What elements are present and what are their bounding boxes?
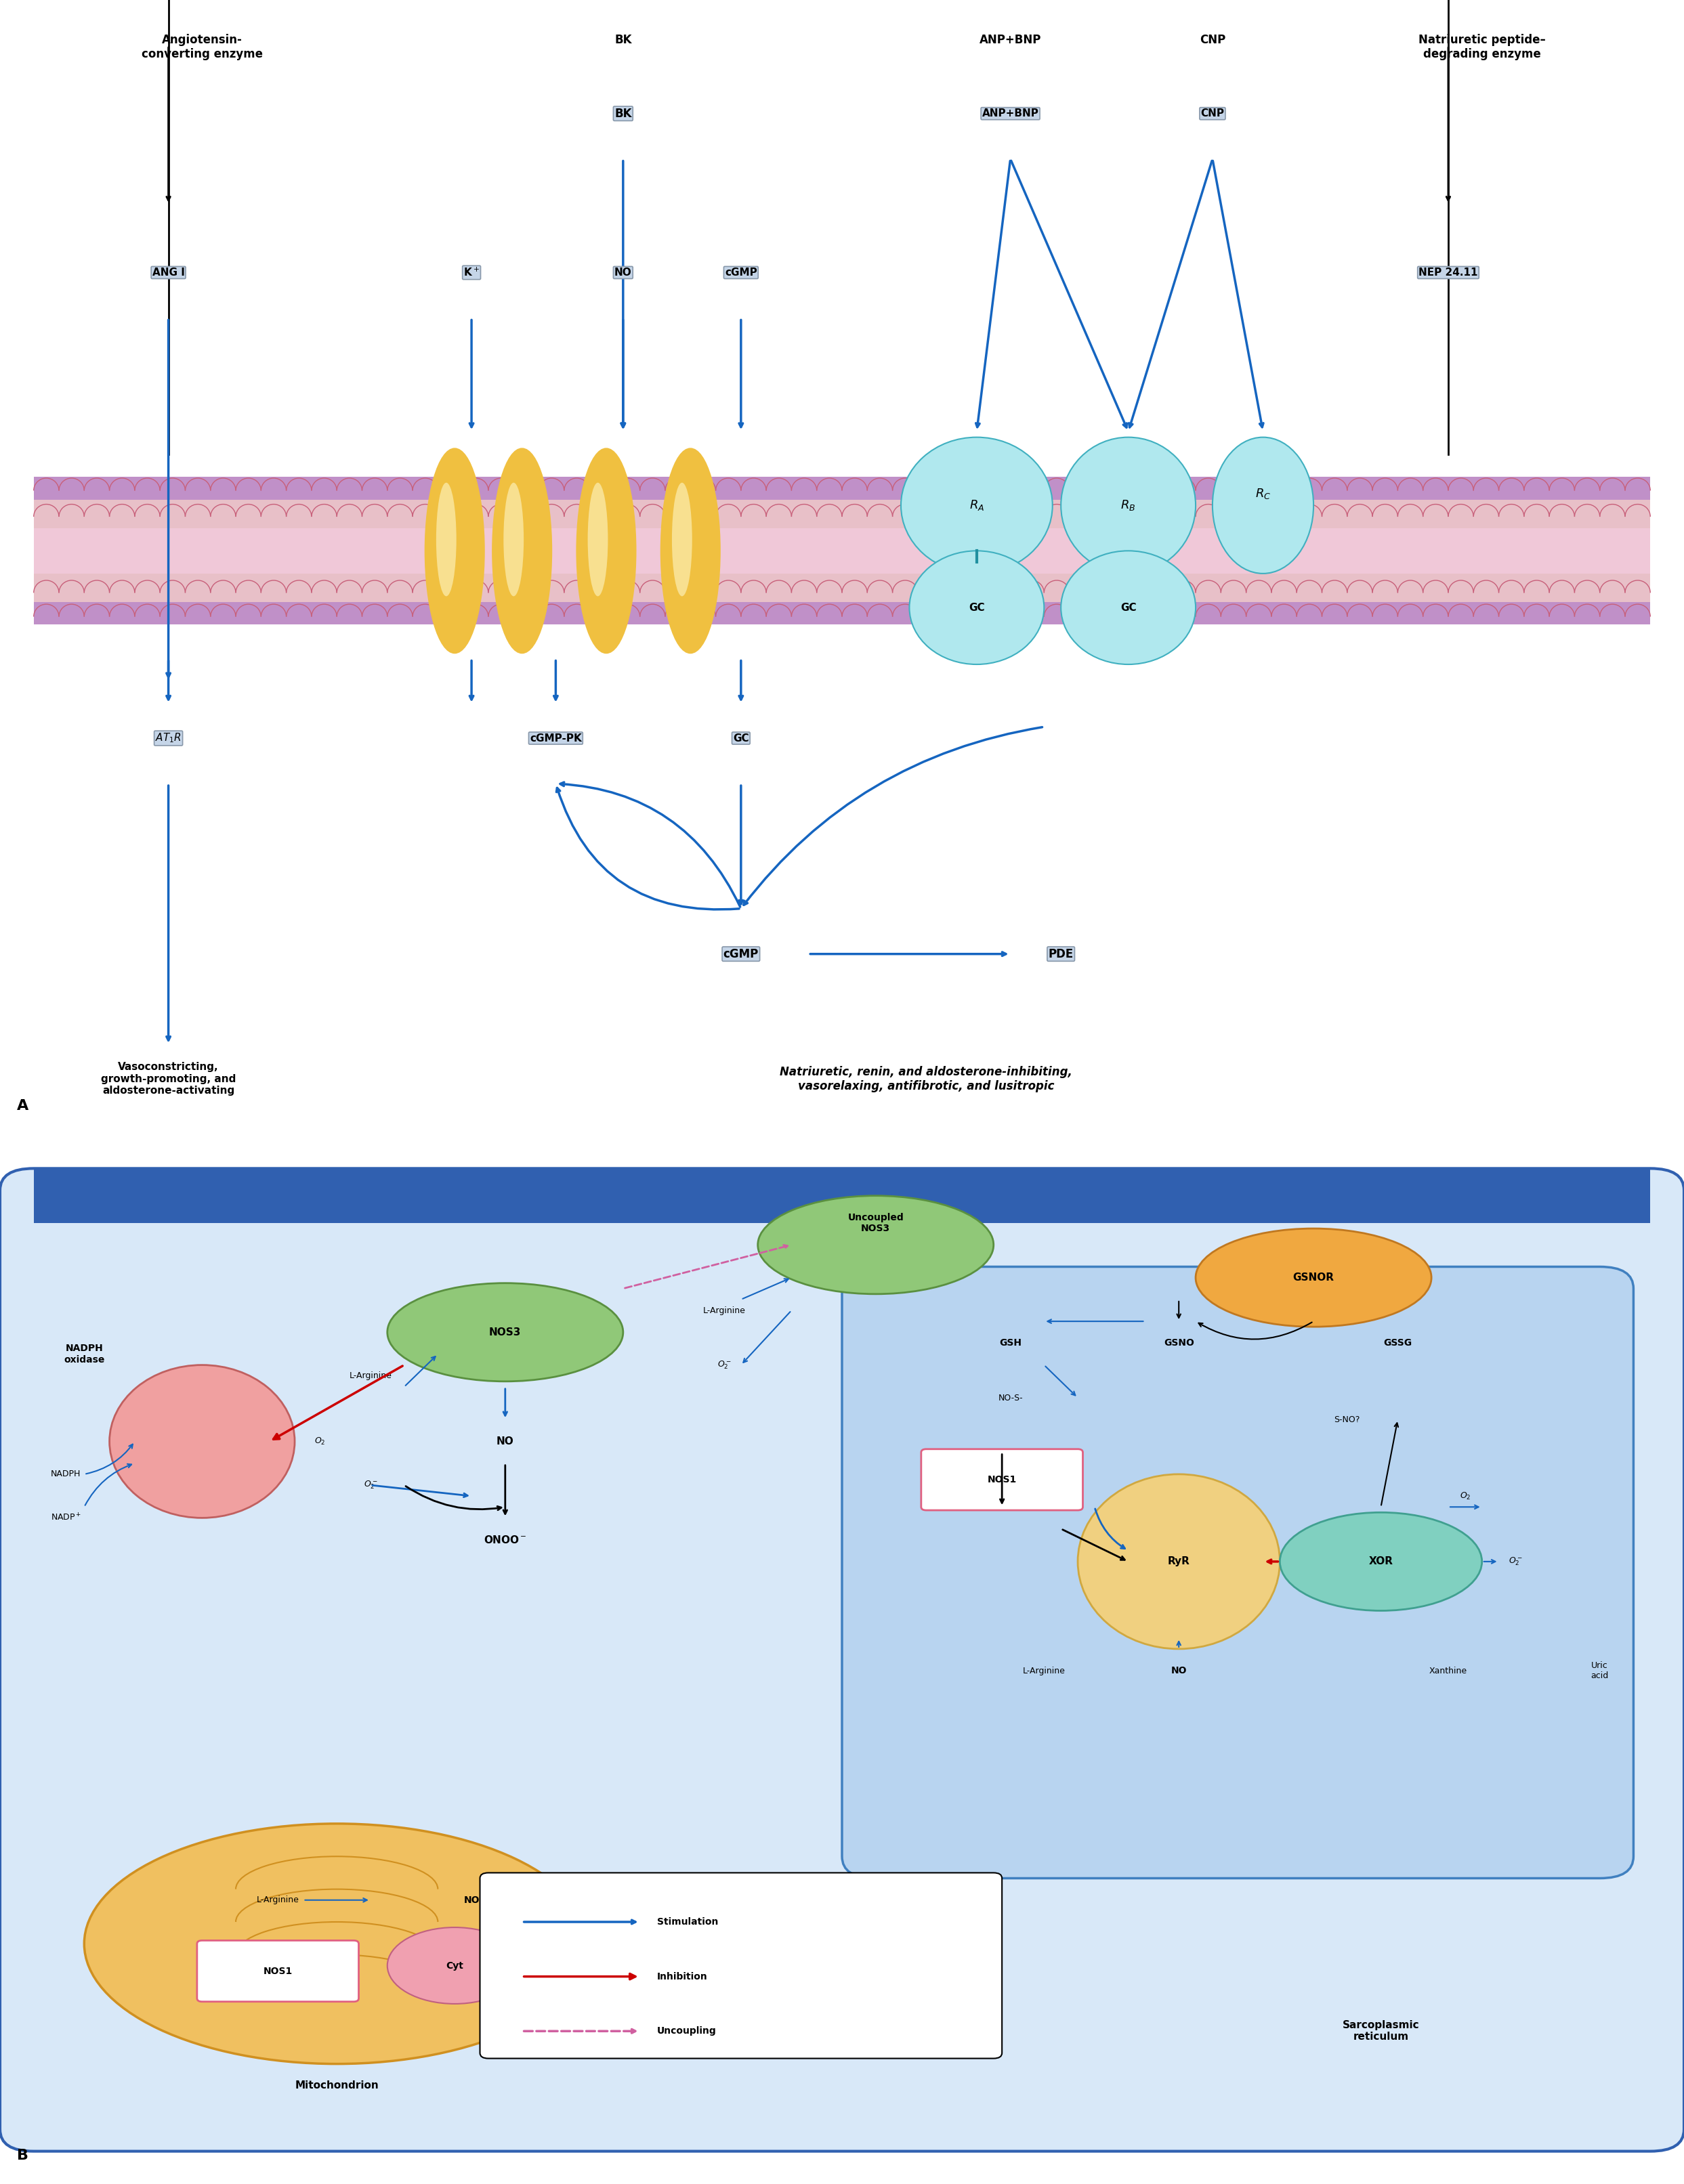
Text: PDE: PDE <box>1049 948 1073 961</box>
Text: cGMP: cGMP <box>724 266 758 277</box>
Text: NADP$^+$: NADP$^+$ <box>51 1514 81 1522</box>
FancyBboxPatch shape <box>34 476 1650 500</box>
Text: GC: GC <box>968 603 985 614</box>
Text: GC: GC <box>1120 603 1137 614</box>
Ellipse shape <box>424 448 485 653</box>
Ellipse shape <box>436 483 456 596</box>
Text: GC: GC <box>733 734 749 743</box>
Text: Natriuretic, renin, and aldosterone-inhibiting,
vasorelaxing, antifibrotic, and : Natriuretic, renin, and aldosterone-inhi… <box>780 1066 1073 1092</box>
Text: NO: NO <box>1170 1666 1187 1675</box>
Text: NEP 24.11: NEP 24.11 <box>1418 266 1479 277</box>
Text: cGMP: cGMP <box>722 948 759 961</box>
Text: CNP: CNP <box>1201 109 1224 118</box>
Text: Vasoconstricting,
growth-promoting, and
aldosterone-activating: Vasoconstricting, growth-promoting, and … <box>101 1061 236 1096</box>
Text: $O_2^-$: $O_2^-$ <box>364 1479 377 1492</box>
FancyBboxPatch shape <box>0 1168 1684 2151</box>
FancyBboxPatch shape <box>480 1872 1002 2057</box>
Text: NOS1: NOS1 <box>987 1474 1017 1485</box>
Text: NADPH
oxidase: NADPH oxidase <box>64 1343 104 1365</box>
Text: S-NO?: S-NO? <box>1334 1415 1361 1424</box>
Text: $O_2^-$: $O_2^-$ <box>717 1358 731 1372</box>
Ellipse shape <box>387 1926 522 2005</box>
Text: Uncoupled
NOS3: Uncoupled NOS3 <box>847 1212 904 1234</box>
Text: Xanthine: Xanthine <box>1430 1666 1467 1675</box>
Text: NO: NO <box>615 266 632 277</box>
Text: L-Arginine: L-Arginine <box>702 1306 746 1315</box>
Ellipse shape <box>588 483 608 596</box>
Text: GSSG: GSSG <box>1384 1339 1411 1348</box>
Text: Sarcoplasmic
reticulum: Sarcoplasmic reticulum <box>1342 2020 1420 2042</box>
Text: Inhibition: Inhibition <box>657 1972 707 1981</box>
Text: Mitochondrion: Mitochondrion <box>295 2081 379 2090</box>
Text: NADPH: NADPH <box>51 1470 81 1479</box>
Text: $O_2$: $O_2$ <box>584 1983 594 1992</box>
Ellipse shape <box>672 483 692 596</box>
Text: NO-S-: NO-S- <box>999 1393 1022 1402</box>
Ellipse shape <box>492 448 551 653</box>
Text: ANP+BNP: ANP+BNP <box>980 35 1041 46</box>
Text: RyR: RyR <box>1167 1557 1191 1566</box>
Text: NO: NO <box>463 1896 480 1904</box>
Text: Uric
acid: Uric acid <box>1591 1662 1608 1679</box>
Text: L-Arginine: L-Arginine <box>256 1896 300 1904</box>
Text: BK: BK <box>615 35 632 46</box>
Text: GSNOR: GSNOR <box>1293 1273 1334 1282</box>
Text: $O_2$: $O_2$ <box>542 1939 552 1948</box>
Text: $AT_1R$: $AT_1R$ <box>155 732 182 745</box>
Text: Natriuretic peptide–
degrading enzyme: Natriuretic peptide– degrading enzyme <box>1418 35 1546 61</box>
FancyBboxPatch shape <box>34 529 1650 574</box>
Ellipse shape <box>1212 437 1314 574</box>
Text: L-Arginine: L-Arginine <box>1022 1666 1066 1675</box>
Ellipse shape <box>901 437 1052 574</box>
Ellipse shape <box>504 483 524 596</box>
Text: GSH: GSH <box>999 1339 1022 1348</box>
Ellipse shape <box>109 1365 295 1518</box>
Text: cGMP-PK: cGMP-PK <box>530 734 581 743</box>
Text: $R_C$: $R_C$ <box>1255 487 1271 500</box>
Text: Cyt: Cyt <box>446 1961 463 1970</box>
Text: NO: NO <box>497 1437 514 1446</box>
Text: $O_2^-$: $O_2^-$ <box>1509 1555 1522 1568</box>
Text: Angiotensin-
converting enzyme: Angiotensin- converting enzyme <box>141 35 263 61</box>
Text: ANG I: ANG I <box>152 266 185 277</box>
FancyBboxPatch shape <box>197 1939 359 2001</box>
Text: $R_A$: $R_A$ <box>970 498 983 513</box>
Text: A: A <box>17 1099 29 1114</box>
Text: ONOO$^-$: ONOO$^-$ <box>483 1535 527 1544</box>
Text: CNP: CNP <box>1199 35 1226 46</box>
Text: $O_2$: $O_2$ <box>1460 1492 1470 1500</box>
Text: XOR: XOR <box>1369 1557 1393 1566</box>
FancyBboxPatch shape <box>34 500 1650 603</box>
Text: $O_2$: $O_2$ <box>315 1437 325 1446</box>
Ellipse shape <box>84 1824 589 2064</box>
FancyBboxPatch shape <box>842 1267 1633 1878</box>
Ellipse shape <box>1061 437 1196 574</box>
Text: Uncoupling: Uncoupling <box>657 2027 716 2035</box>
Text: B: B <box>17 2149 29 2162</box>
Ellipse shape <box>660 448 719 653</box>
FancyBboxPatch shape <box>921 1450 1083 1511</box>
Ellipse shape <box>1280 1511 1482 1612</box>
Text: K$^+$: K$^+$ <box>463 266 480 277</box>
Text: GSNO: GSNO <box>1164 1339 1194 1348</box>
Ellipse shape <box>1196 1227 1431 1326</box>
Text: L-Arginine: L-Arginine <box>349 1372 392 1380</box>
Text: Stimulation: Stimulation <box>657 1918 717 1926</box>
Ellipse shape <box>1078 1474 1280 1649</box>
Ellipse shape <box>758 1197 994 1293</box>
Text: NOS3: NOS3 <box>488 1328 522 1337</box>
Text: BK: BK <box>615 107 632 120</box>
Text: $R_B$: $R_B$ <box>1120 498 1137 513</box>
Text: NOS1: NOS1 <box>263 1966 293 1977</box>
Ellipse shape <box>909 550 1044 664</box>
Ellipse shape <box>576 448 637 653</box>
Ellipse shape <box>1061 550 1196 664</box>
FancyBboxPatch shape <box>34 1168 1650 1223</box>
Text: ANP+BNP: ANP+BNP <box>982 109 1039 118</box>
Ellipse shape <box>387 1282 623 1382</box>
FancyBboxPatch shape <box>34 603 1650 625</box>
